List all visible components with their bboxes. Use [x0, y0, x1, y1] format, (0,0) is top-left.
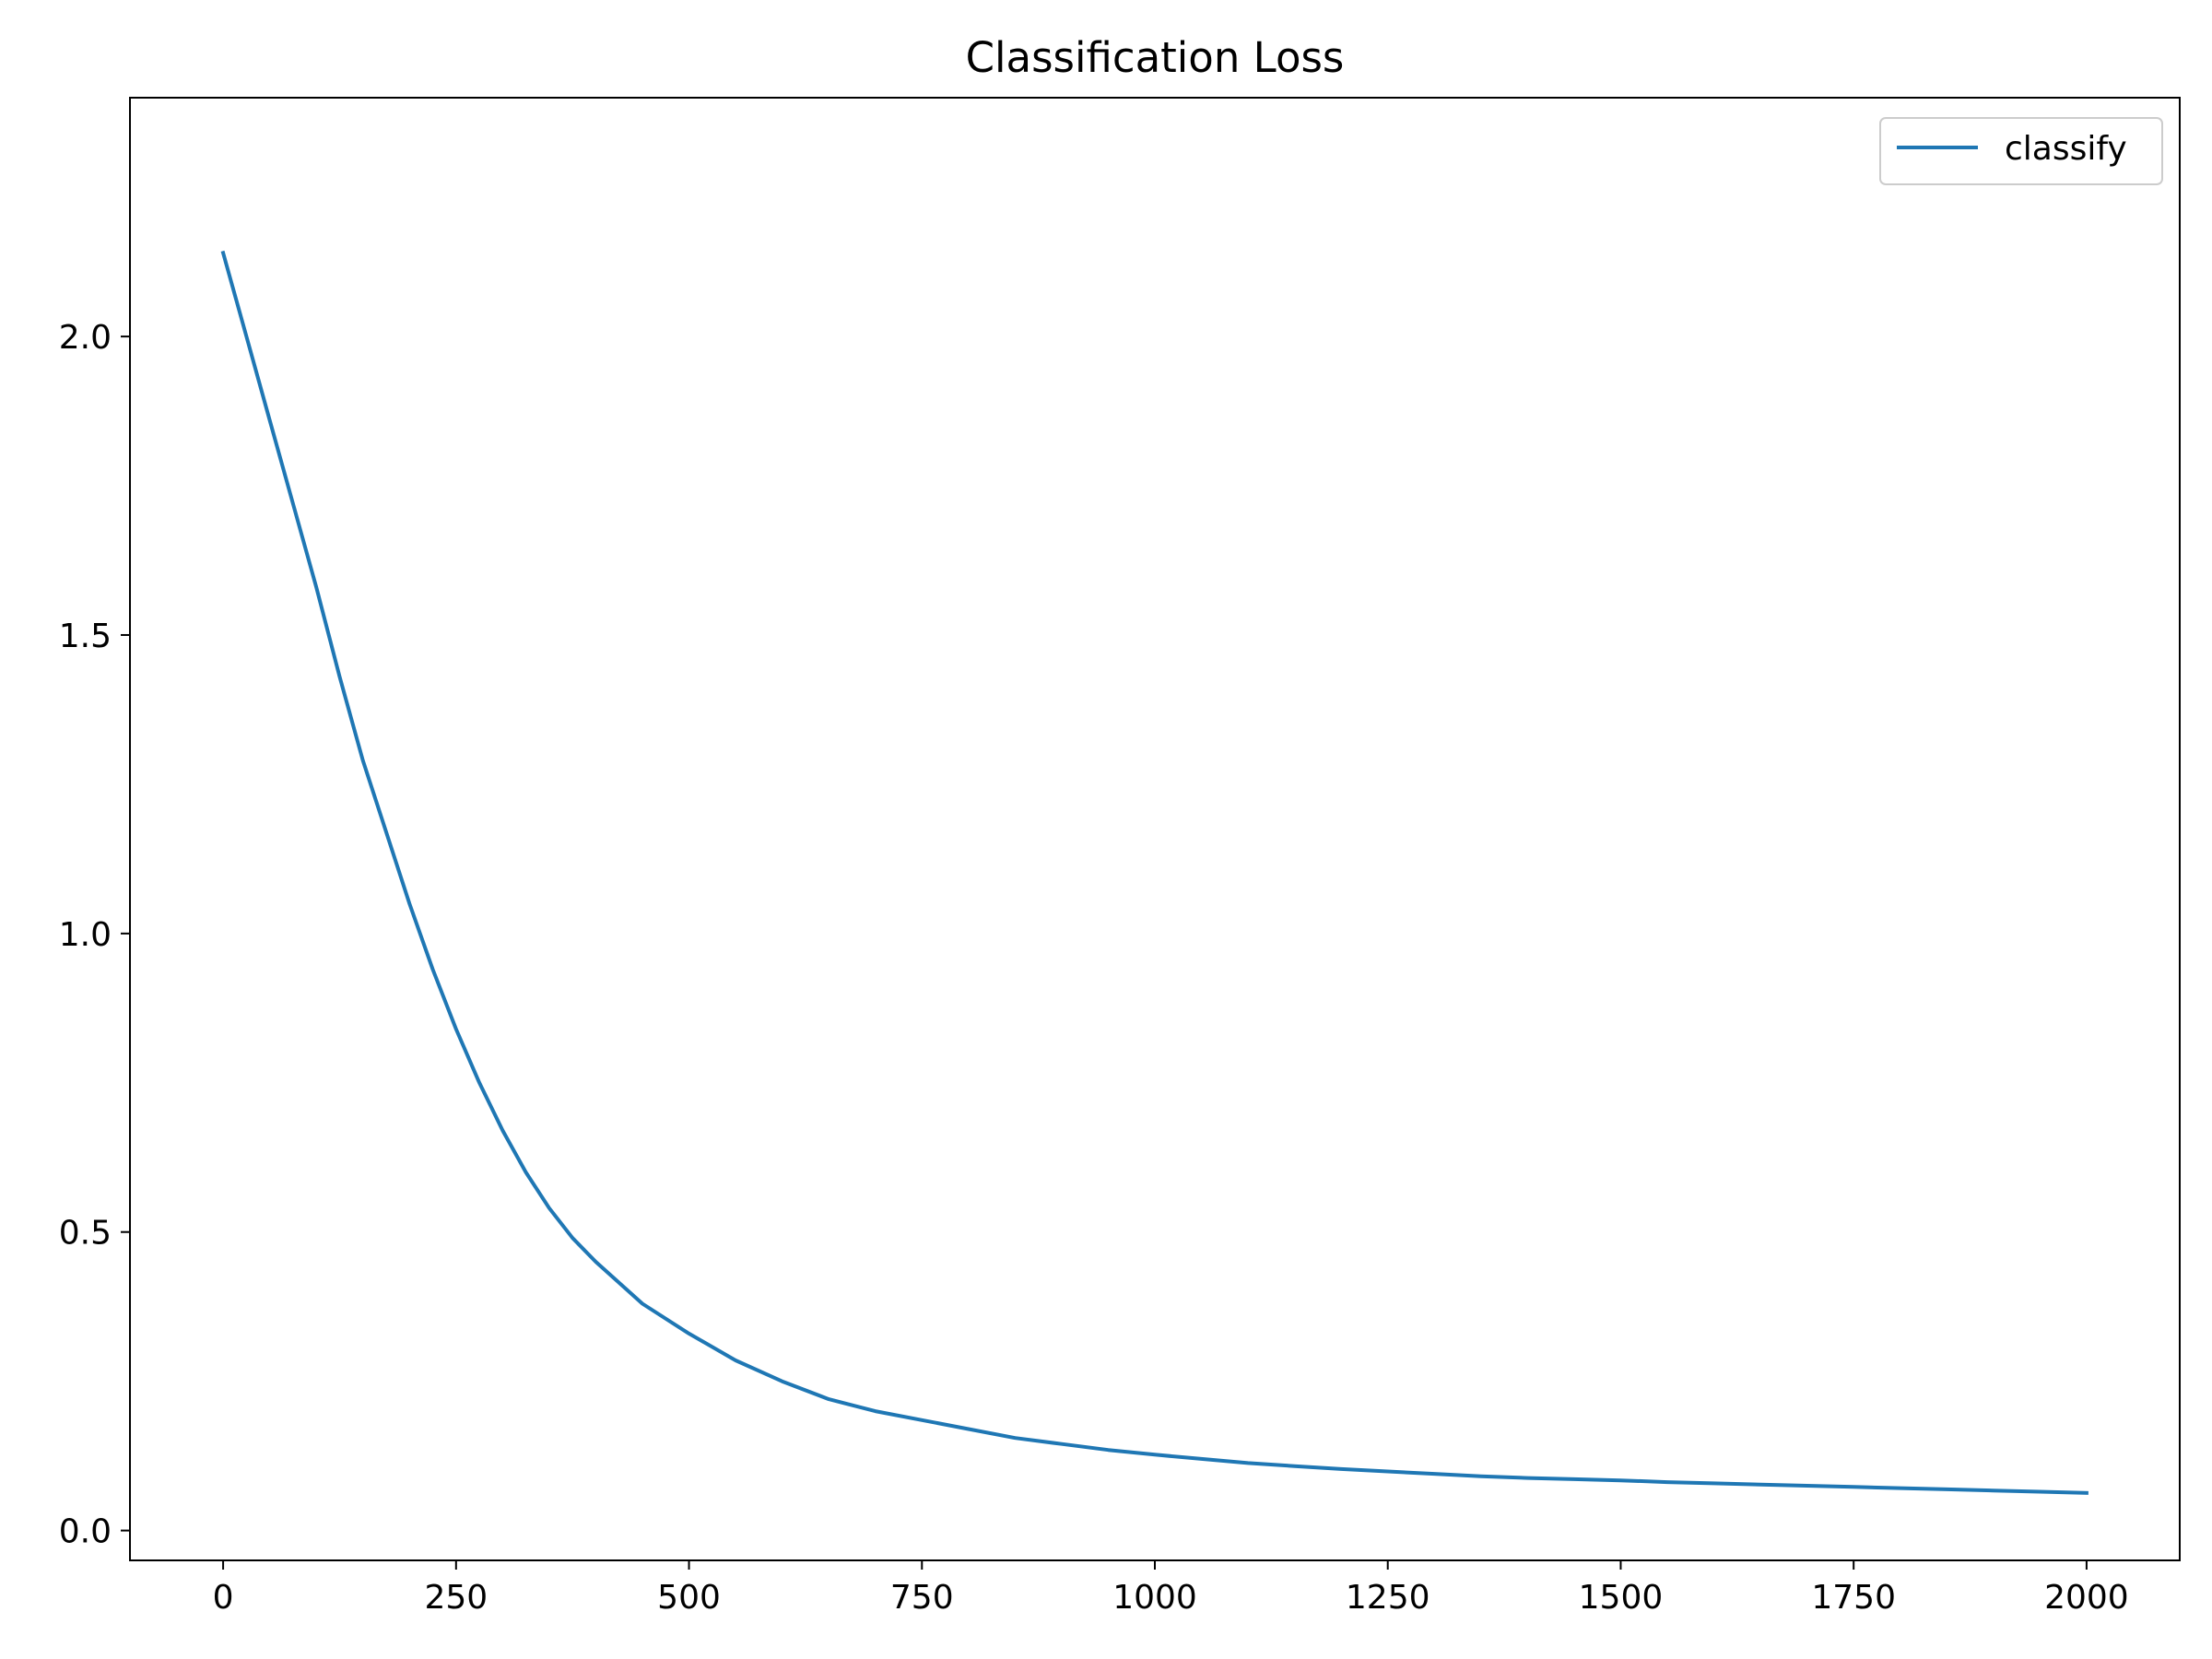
x-tick-label: 1750: [1811, 1579, 1896, 1617]
x-tick-label: 500: [657, 1579, 721, 1617]
x-tick-label: 1500: [1579, 1579, 1664, 1617]
x-tick-label: 250: [424, 1579, 488, 1617]
legend-label: classify: [2005, 130, 2127, 168]
y-axis: 0.0 0.5 1.0 1.5 2.0: [59, 319, 130, 1551]
y-tick-label: 2.0: [59, 319, 112, 357]
plot-area: [220, 250, 2088, 1495]
legend-box: [1879, 117, 2163, 185]
x-axis: 0 250 500 750 1000 1250 1500 1750 2000: [213, 1560, 2129, 1617]
x-tick-label: 750: [890, 1579, 954, 1617]
x-tick-label: 2000: [2044, 1579, 2129, 1617]
y-tick-label: 1.5: [59, 618, 112, 655]
legend: classify: [1879, 117, 2163, 185]
y-tick-label: 0.0: [59, 1513, 112, 1551]
axes-frame: [129, 97, 2181, 1561]
x-tick-label: 0: [213, 1579, 234, 1617]
y-tick-label: 0.5: [59, 1215, 112, 1253]
chart-title: Classification Loss: [966, 33, 1345, 82]
x-tick-label: 1250: [1346, 1579, 1430, 1617]
y-tick-label: 1.0: [59, 916, 112, 954]
series-line-classify: [220, 250, 2088, 1495]
x-tick-label: 1000: [1112, 1579, 1197, 1617]
